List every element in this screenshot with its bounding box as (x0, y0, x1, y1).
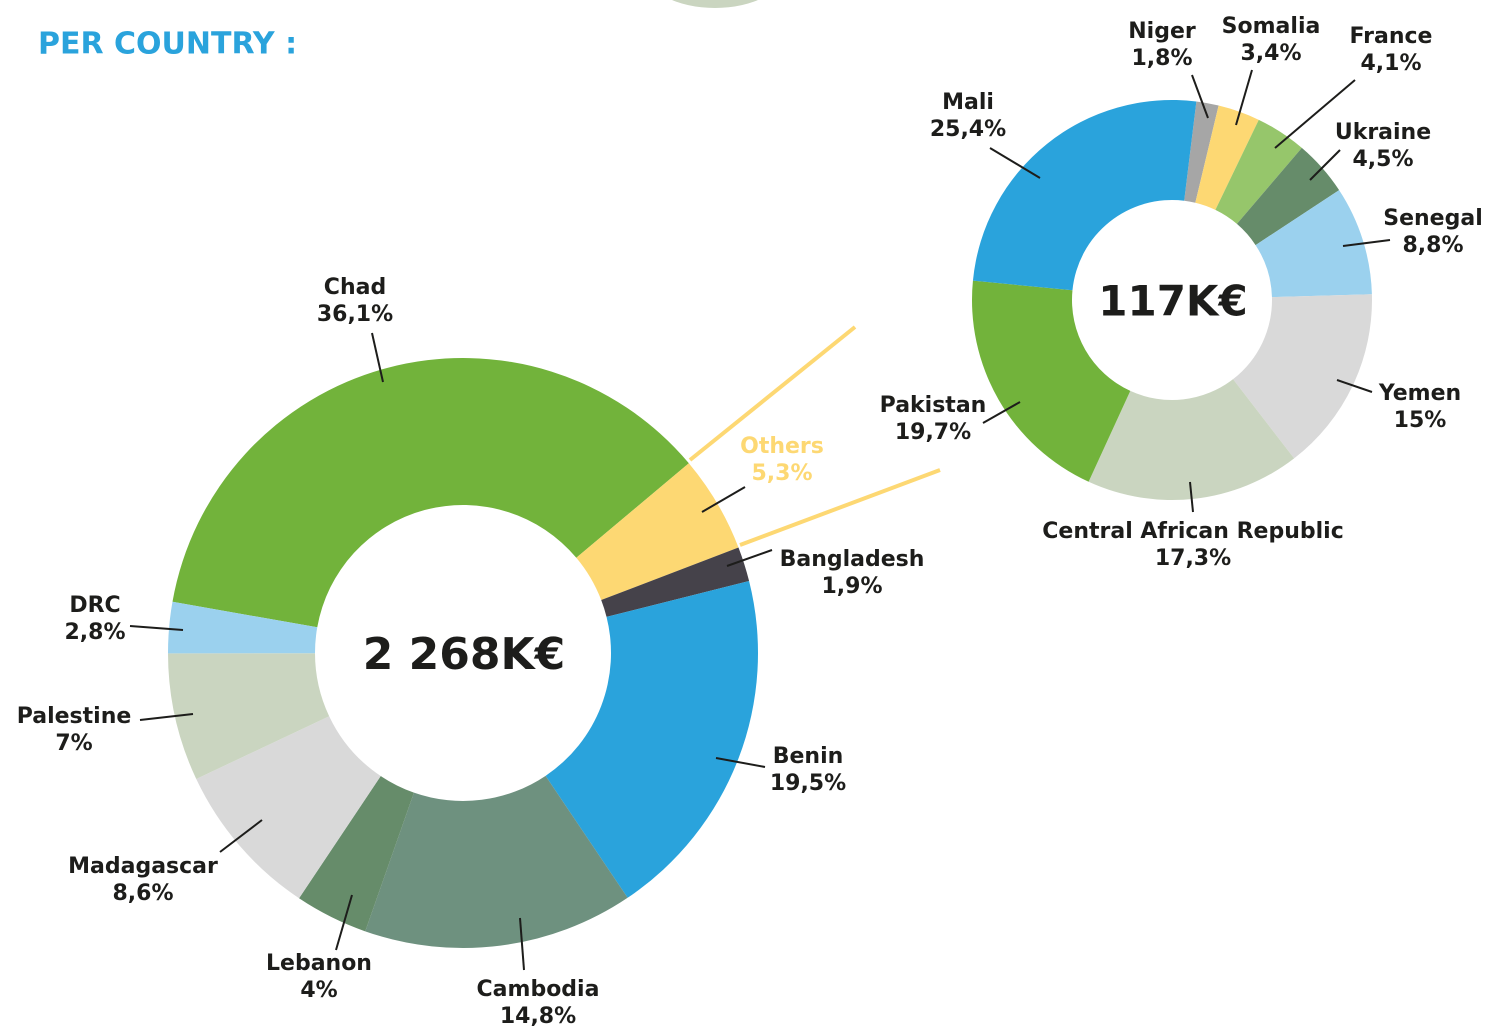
slice-value-label: 19,7% (895, 420, 971, 445)
slice-label: Others (740, 434, 824, 459)
leader-line (1336, 379, 1373, 393)
slice-label: DRC (69, 593, 120, 618)
slice-value-label: 15% (1394, 408, 1447, 433)
zoom-connector (688, 325, 857, 462)
donut-slice (576, 463, 739, 601)
donut-slice (172, 358, 689, 628)
leader-line (1189, 481, 1194, 513)
donut-slice (972, 280, 1131, 482)
slice-value-label: 2,8% (64, 620, 125, 645)
donut-slice (1088, 379, 1295, 500)
leader-line (701, 486, 746, 513)
slice-value-label: 5,3% (751, 461, 812, 486)
slice-label: Pakistan (880, 393, 987, 418)
donut-slice (1236, 147, 1340, 246)
donut-slice (1184, 101, 1219, 203)
slice-label: Niger (1128, 19, 1196, 44)
slice-value-label: 7% (55, 731, 92, 756)
donut-slice (168, 601, 318, 654)
slice-value-label: 8,8% (1402, 233, 1463, 258)
leader-line (989, 147, 1041, 179)
leader-line (219, 819, 263, 853)
slice-value-label: 4% (300, 978, 337, 1003)
donut-slice (168, 653, 330, 779)
leader-line (726, 549, 773, 567)
leader-line (1342, 239, 1391, 247)
slice-label: Madagascar (68, 854, 218, 879)
leader-line (335, 894, 353, 951)
slice-label: Bangladesh (780, 547, 925, 572)
slice-label: Lebanon (266, 951, 372, 976)
center-label: 117K€ (1098, 277, 1247, 326)
decorative-arc (672, 0, 758, 8)
leader-line (519, 917, 525, 971)
slice-value-label: 4,1% (1360, 51, 1421, 76)
slice-label: Chad (324, 275, 386, 300)
donut-slice (601, 547, 750, 617)
slice-value-label: 14,8% (500, 1004, 576, 1029)
slice-value-label: 8,6% (112, 881, 173, 906)
donut-slice (1233, 294, 1372, 459)
leader-line (1274, 79, 1356, 149)
slice-label: France (1350, 24, 1433, 49)
leader-line (715, 757, 766, 768)
donut-slice (365, 775, 628, 948)
page-title: PER COUNTRY : (38, 27, 297, 62)
leader-line (1235, 69, 1253, 126)
donut-slice (972, 99, 1197, 291)
leader-line (982, 401, 1021, 424)
slice-label: Cambodia (477, 977, 600, 1002)
center-label: 2 268K€ (363, 629, 566, 680)
zoom-connector (739, 468, 941, 547)
slice-label: Mali (942, 90, 994, 115)
slice-value-label: 36,1% (317, 302, 393, 327)
donut-slice (196, 716, 381, 899)
slice-value-label: 1,9% (821, 574, 882, 599)
donut-slice (545, 581, 758, 898)
slice-label: Senegal (1383, 206, 1482, 231)
slice-value-label: 3,4% (1240, 41, 1301, 66)
slice-value-label: 25,4% (930, 117, 1006, 142)
leader-line (371, 332, 384, 383)
donut-slice (1255, 190, 1372, 298)
leader-line (1309, 149, 1341, 181)
slice-label: Somalia (1222, 14, 1321, 39)
slice-label: Ukraine (1335, 120, 1431, 145)
slice-value-label: 1,8% (1131, 46, 1192, 71)
slice-label: Palestine (17, 704, 132, 729)
donut-slice (1215, 119, 1302, 224)
donut-slice (1195, 105, 1259, 210)
slice-label: Yemen (1378, 381, 1461, 406)
donut-slice (299, 776, 414, 932)
leader-line (1191, 74, 1209, 119)
slice-value-label: 17,3% (1155, 546, 1231, 571)
leader-line (139, 713, 194, 721)
slice-value-label: 19,5% (770, 771, 846, 796)
slice-label: Central African Republic (1042, 519, 1343, 544)
leader-line (129, 625, 184, 631)
slice-label: Benin (773, 744, 844, 769)
slice-value-label: 4,5% (1352, 147, 1413, 172)
